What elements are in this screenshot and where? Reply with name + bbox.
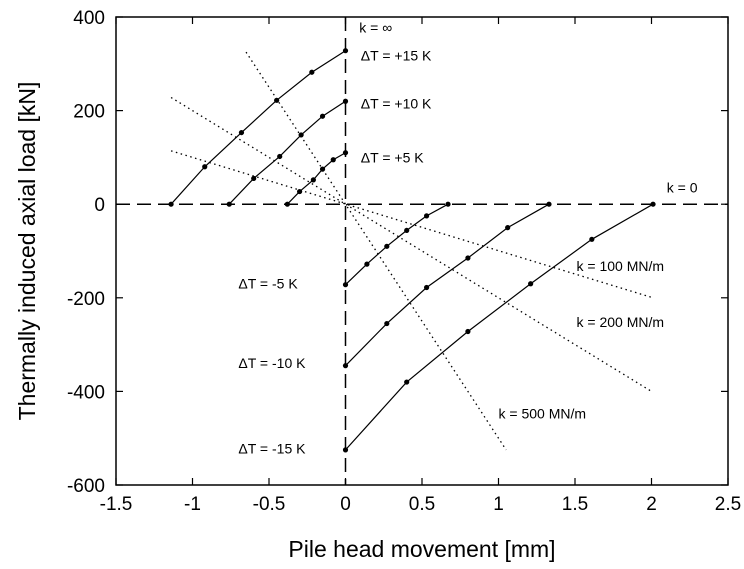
x-tick-label: -1.5 — [100, 494, 133, 515]
data-point-dt-plus15-k — [274, 97, 280, 103]
y-tick-label: -200 — [67, 289, 105, 310]
x-tick-label: 0.5 — [409, 494, 435, 515]
data-point-dt-plus10-k — [298, 132, 304, 138]
data-point-dt-minus15-k — [589, 236, 595, 242]
x-tick-label: 2 — [646, 494, 657, 515]
data-point-dt-minus10-k — [342, 363, 349, 369]
data-point-dt-minus10-k — [546, 201, 552, 207]
series-line-dt-minus10-k — [345, 203, 550, 367]
y-tick-label: 0 — [94, 195, 105, 216]
series-line-k-200-mn-m — [170, 96, 654, 393]
annotation-dt-minus15-k: ΔT = -15 K — [238, 441, 306, 457]
data-point-dt-minus10-k — [465, 255, 471, 261]
annotation-dt-minus5-k: ΔT = -5 K — [238, 275, 298, 291]
series-line-dt-plus15-k — [170, 50, 346, 205]
data-point-dt-minus10-k — [384, 320, 390, 327]
annotation-dt-plus5-k: ΔT = +5 K — [361, 150, 424, 166]
data-point-dt-plus15-k — [168, 201, 174, 207]
data-point-dt-plus10-k — [319, 113, 326, 119]
annotation-dt-plus15-k: ΔT = +15 K — [361, 47, 432, 63]
y-tick-label: 200 — [73, 102, 105, 123]
data-point-dt-minus15-k — [650, 201, 656, 207]
data-point-dt-plus5-k — [310, 177, 316, 183]
data-point-dt-minus5-k — [423, 213, 430, 219]
data-point-dt-minus5-k — [384, 243, 390, 249]
y-tick-label: 400 — [73, 8, 105, 29]
data-point-dt-plus5-k — [284, 201, 290, 207]
annotation-dt-plus10-k: ΔT = +10 K — [361, 96, 432, 112]
data-point-dt-plus5-k — [342, 150, 349, 156]
data-point-dt-plus15-k — [309, 69, 315, 75]
axis-ticks: -1.5 -1 -0.5 0 0.5 1 1.5 2 2.5 -600 -400 -200 0 200 40… — [67, 8, 741, 515]
annotation-k-200-mn-m: k = 200 MN/m — [577, 314, 665, 330]
data-point-dt-plus10-k — [251, 175, 257, 182]
data-point-dt-plus15-k — [202, 164, 208, 170]
x-tick-label: 1 — [493, 494, 504, 515]
data-point-dt-plus10-k — [277, 153, 283, 160]
data-point-dt-minus10-k — [423, 284, 430, 291]
data-point-dt-minus15-k — [465, 328, 471, 335]
x-tick-label: -1 — [184, 494, 201, 515]
series-line-dt-minus15-k — [345, 203, 654, 451]
data-point-dt-plus15-k — [238, 129, 245, 136]
data-point-dt-minus5-k — [342, 282, 349, 288]
data-point-dt-minus5-k — [445, 201, 451, 207]
y-tick-label: -600 — [67, 476, 105, 497]
data-point-dt-minus15-k — [342, 447, 349, 453]
annotation-k-100-mn-m: k = 100 MN/m — [577, 258, 665, 274]
y-tick-label: -400 — [67, 382, 105, 403]
series-line-dt-plus10-k — [228, 100, 346, 205]
x-tick-label: 1.5 — [562, 494, 588, 515]
series-line-k-500-mn-m — [245, 51, 507, 451]
data-point-dt-plus5-k — [330, 157, 336, 163]
data-point-dt-plus5-k — [297, 188, 303, 195]
annotation-dt-minus10-k: ΔT = -10 K — [238, 355, 306, 371]
annotation-k-0: k = 0 — [667, 179, 698, 195]
data-point-dt-plus5-k — [319, 166, 326, 172]
data-point-dt-plus15-k — [342, 48, 349, 54]
data-point-dt-minus5-k — [364, 261, 370, 267]
annotation-k-inf: k = ∞ — [359, 19, 392, 35]
x-tick-label: -0.5 — [253, 494, 286, 515]
data-point-dt-minus15-k — [404, 379, 410, 385]
x-tick-label: 2.5 — [715, 494, 741, 515]
data-point-dt-minus15-k — [528, 281, 534, 287]
series-line-dt-minus5-k — [345, 203, 449, 286]
data-point-dt-minus10-k — [505, 225, 511, 231]
plot-marks: k = ∞ ΔT = +15 K ΔT = +10 K ΔT = +5 K k = 0 Δ… — [116, 17, 728, 485]
data-point-dt-plus10-k — [226, 201, 232, 207]
data-point-dt-plus10-k — [342, 98, 349, 104]
x-axis-label: Pile head movement [mm] — [288, 536, 555, 562]
annotation-k-500-mn-m: k = 500 MN/m — [499, 406, 587, 422]
x-tick-label: 0 — [340, 494, 351, 515]
data-point-dt-minus5-k — [404, 227, 410, 234]
y-axis-label: Thermally induced axial load [kN] — [14, 82, 40, 421]
